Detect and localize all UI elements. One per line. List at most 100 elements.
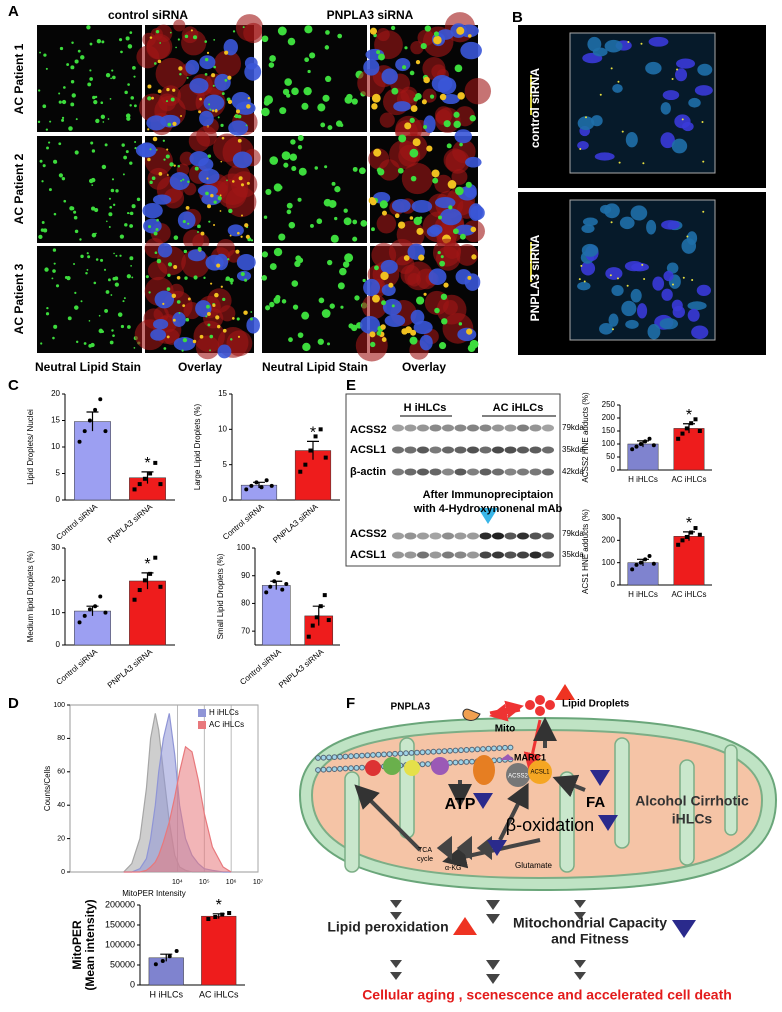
lipid: [321, 309, 331, 318]
lipid-head: [342, 765, 349, 772]
micrograph: [355, 238, 481, 362]
band: [492, 446, 504, 454]
lipid: [209, 349, 211, 352]
lipid: [173, 164, 176, 167]
micrograph: [368, 129, 485, 251]
lipid: [455, 186, 464, 196]
lipid: [43, 228, 48, 233]
lipid: [278, 233, 286, 241]
marc1-icon: [500, 754, 514, 760]
lipid: [64, 276, 68, 279]
data-point: [98, 594, 103, 599]
y-tick-label: 100: [53, 702, 65, 709]
lipid: [301, 311, 310, 320]
lipid: [166, 148, 169, 151]
nucleus: [663, 270, 674, 282]
data-point: [137, 588, 142, 593]
data-point: [93, 407, 98, 412]
lipid: [410, 329, 417, 336]
lipid: [286, 209, 292, 215]
lipid: [129, 224, 134, 228]
band: [542, 532, 554, 540]
increase-marker: [453, 917, 477, 935]
lipid: [210, 193, 214, 198]
band: [479, 532, 492, 540]
lipid: [178, 66, 183, 71]
nucleus: [135, 143, 157, 158]
lipid: [227, 75, 232, 80]
lipid-head: [463, 759, 470, 765]
band: [404, 468, 417, 476]
lipid: [155, 29, 160, 34]
band: [454, 551, 467, 559]
nucleus: [604, 39, 623, 53]
band: [429, 551, 442, 559]
lipid: [204, 40, 208, 43]
lipid: [157, 89, 162, 94]
lipid: [371, 93, 381, 103]
band: [504, 424, 517, 432]
nucleus: [687, 301, 707, 311]
stain: [214, 50, 242, 78]
lipid: [287, 37, 296, 46]
lipid: [227, 99, 233, 105]
nucleus: [198, 158, 214, 171]
lipid: [409, 148, 419, 158]
stain: [432, 238, 461, 267]
lipid: [86, 25, 91, 30]
band: [404, 551, 417, 559]
pnpla3-icon: [462, 708, 481, 721]
panel-label: A: [8, 3, 19, 20]
stain: [422, 88, 437, 103]
confocal-image: [518, 25, 766, 188]
lipid: [95, 118, 100, 124]
nucleus: [694, 85, 713, 96]
lipid-head: [452, 759, 459, 766]
lipid: [398, 134, 407, 143]
nucleus: [608, 313, 619, 327]
data-point: [693, 417, 698, 422]
lipid-head: [331, 754, 338, 760]
image-label: Neutral Lipid Stain: [262, 360, 368, 374]
lipid: [176, 300, 181, 304]
nucleus: [169, 172, 190, 191]
row-label: PNPLA3 siRNA: [528, 234, 542, 321]
droplet: [584, 116, 587, 119]
lipid: [154, 251, 158, 255]
y-tick-label: 0: [611, 580, 616, 589]
lipid: [89, 42, 93, 46]
lipid: [134, 140, 137, 143]
lipid: [314, 166, 318, 170]
lipid: [110, 294, 113, 296]
lipid: [219, 194, 222, 197]
lipid: [324, 165, 328, 169]
data-point: [153, 555, 158, 560]
image-bg: [37, 246, 142, 353]
data-point: [82, 613, 87, 618]
band: [392, 446, 404, 454]
lipid: [466, 328, 473, 335]
data-point: [132, 597, 137, 602]
lipid: [286, 93, 291, 98]
lipid: [148, 291, 151, 294]
lipid: [173, 237, 177, 240]
y-tick-label: 5: [223, 460, 228, 469]
lipid: [41, 221, 45, 224]
lipid: [70, 80, 75, 84]
nucleus: [455, 269, 472, 285]
stain: [361, 294, 387, 319]
lipid: [242, 26, 245, 29]
nucleus: [359, 315, 381, 334]
lipid: [187, 297, 191, 301]
lipid: [130, 265, 132, 267]
lipid: [273, 183, 282, 192]
lipid: [211, 73, 216, 78]
lipid: [166, 287, 171, 291]
band: [454, 446, 467, 454]
data-point: [82, 429, 87, 434]
lipid: [58, 173, 64, 178]
lipid: [123, 155, 128, 160]
x-tick-label: H iHLCs: [628, 475, 658, 484]
lipid: [53, 159, 58, 164]
lipid: [298, 167, 307, 176]
